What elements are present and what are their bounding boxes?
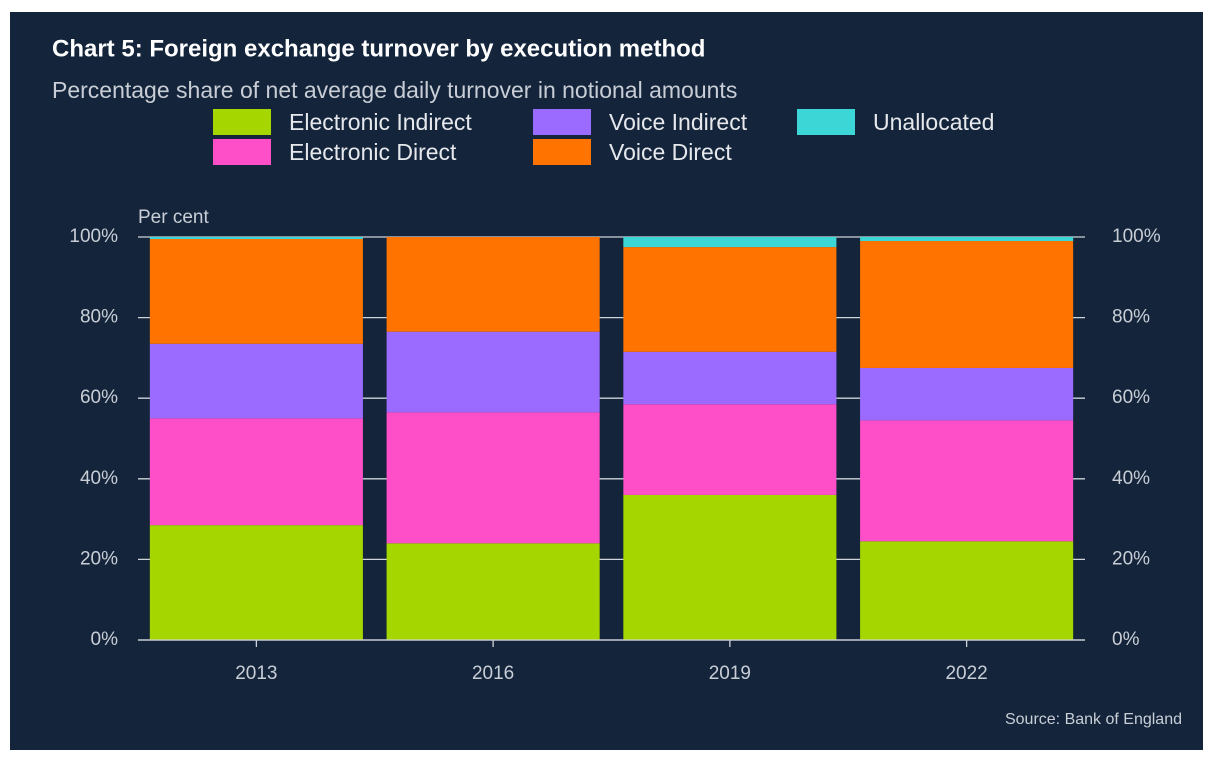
legend-swatch [533, 109, 591, 135]
x-tick-label: 2016 [472, 663, 514, 684]
legend-label: Electronic Indirect [289, 109, 472, 135]
chart-subtitle: Percentage share of net average daily tu… [52, 77, 737, 103]
bar-segment [860, 367, 1074, 421]
legend-label: Unallocated [873, 109, 994, 135]
x-tick-label: 2013 [235, 663, 277, 684]
bar-segment [860, 420, 1074, 542]
bar-segment [860, 541, 1074, 640]
y2-tick-label: 60% [1112, 387, 1150, 408]
bar-segment [860, 241, 1074, 368]
bar-segment [623, 404, 837, 495]
bar-segment [149, 418, 363, 526]
y2-tick-label: 40% [1112, 468, 1150, 489]
y-tick-label: 80% [80, 307, 118, 328]
y2-tick-label: 20% [1112, 548, 1150, 569]
legend-label: Voice Direct [609, 139, 732, 165]
bar-segment [860, 237, 1074, 242]
y-tick-label: 60% [80, 387, 118, 408]
y-tick-label: 20% [80, 548, 118, 569]
y-tick-label: 0% [91, 629, 119, 650]
bar-segment [623, 494, 837, 640]
bar-segment [149, 239, 363, 344]
bar-segment [623, 237, 837, 248]
bar-segment [149, 237, 363, 240]
y-tick-label: 40% [80, 468, 118, 489]
x-tick-label: 2022 [945, 663, 987, 684]
y2-tick-label: 100% [1112, 226, 1161, 247]
bar-segment [149, 525, 363, 640]
y-axis-label: Per cent [138, 207, 209, 228]
bar-segment [386, 331, 600, 413]
bar-segment [149, 343, 363, 419]
y-tick-label: 100% [69, 226, 118, 247]
legend-label: Electronic Direct [289, 139, 457, 165]
legend-swatch [797, 109, 855, 135]
bar-segment [386, 412, 600, 544]
legend-swatch [213, 139, 271, 165]
y2-tick-label: 0% [1112, 629, 1140, 650]
chart-title: Chart 5: Foreign exchange turnover by ex… [52, 35, 705, 62]
legend-swatch [213, 109, 271, 135]
bar-segment [623, 247, 837, 352]
source-note: Source: Bank of England [1005, 711, 1182, 728]
bar-segment [386, 237, 600, 332]
bar-segment [386, 543, 600, 640]
legend-swatch [533, 139, 591, 165]
bar-segment [623, 351, 837, 405]
y2-tick-label: 80% [1112, 307, 1150, 328]
x-tick-label: 2019 [709, 663, 751, 684]
legend-label: Voice Indirect [609, 109, 748, 135]
